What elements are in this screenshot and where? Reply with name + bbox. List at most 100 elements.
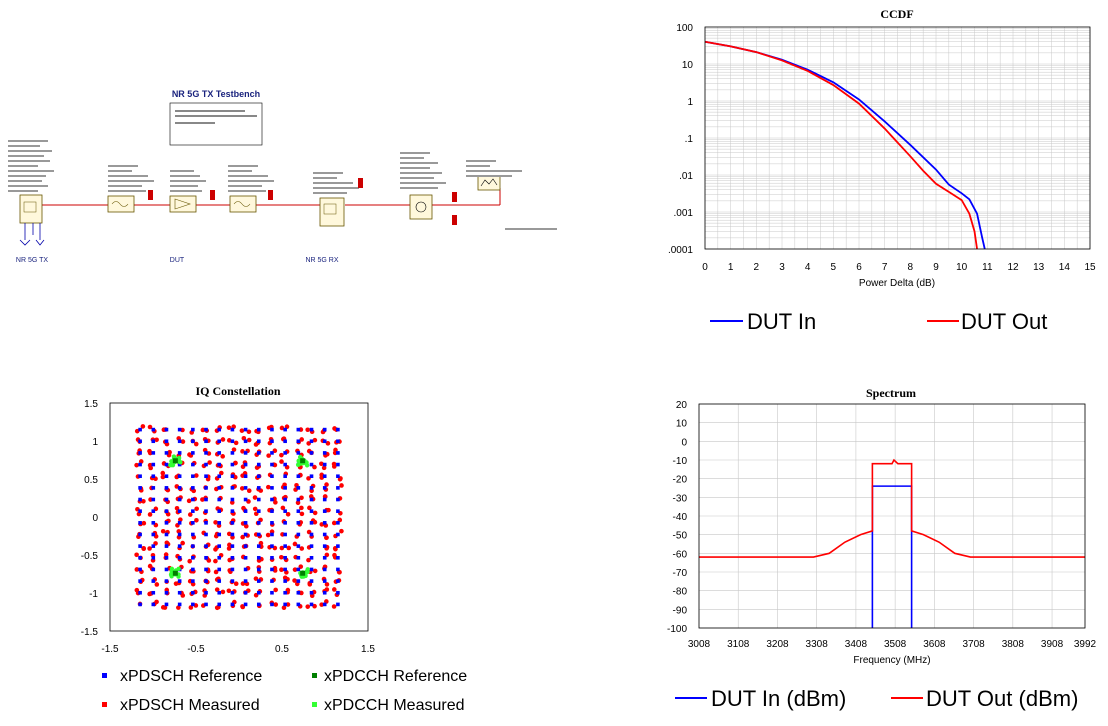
iq-reference-point	[164, 590, 169, 595]
filter-block-2[interactable]	[229, 195, 257, 213]
iq-reference-point	[322, 590, 327, 595]
iq-reference-point	[164, 509, 169, 513]
iq-measured-point	[309, 593, 315, 599]
iq-reference-point	[309, 462, 314, 467]
iq-plot-frame	[109, 402, 369, 632]
iq-reference-point	[309, 451, 314, 455]
iq-measured-point	[176, 605, 181, 610]
iq-measured-point	[226, 546, 232, 551]
ccdf-xtick: 15	[1084, 262, 1096, 273]
iq-reference-point	[138, 567, 142, 572]
spectrum-xlabel: Frequency (MHz)	[853, 655, 930, 666]
iq-measured-point	[194, 506, 199, 512]
iq-measured-point	[279, 545, 285, 551]
iq-reference-point	[204, 555, 208, 560]
iq-measured-point	[138, 459, 144, 464]
amplifier-block[interactable]	[169, 195, 197, 213]
iq-reference-point	[217, 555, 222, 560]
iq-reference-point	[243, 602, 248, 607]
iq-reference-point	[177, 497, 182, 502]
iq-measured-point	[299, 495, 304, 501]
ccdf-xtick: 14	[1059, 262, 1071, 273]
iq-ytick: 1	[92, 437, 98, 448]
iq-reference-point	[256, 474, 261, 479]
ccdf-ytick: .001	[674, 208, 694, 219]
ccdf-xtick: 3	[779, 262, 785, 273]
iq-reference-point	[177, 521, 182, 525]
ccdf-xtick: 0	[702, 262, 708, 273]
iq-measured-point	[187, 452, 192, 457]
iq-reference-point	[296, 509, 301, 513]
iq-measured-point	[337, 476, 343, 482]
iq-reference-point	[151, 602, 156, 607]
iq-reference-point	[151, 590, 156, 595]
iq-reference-point	[204, 579, 208, 583]
equation-box	[169, 102, 263, 146]
iq-reference-point	[217, 509, 222, 513]
iq-reference-point	[296, 590, 301, 595]
filter-block-1[interactable]	[107, 195, 135, 213]
nr-rx-block[interactable]	[319, 197, 345, 227]
iq-reference-point	[138, 590, 142, 595]
iq-measured-point	[186, 498, 192, 504]
iq-reference-point	[322, 567, 327, 572]
legend-marker-xpdcch-ref	[312, 673, 317, 678]
iq-measured-point	[282, 482, 287, 488]
iq-reference-point	[151, 567, 156, 572]
align-block[interactable]	[409, 194, 433, 220]
iq-reference-point	[283, 602, 287, 607]
iq-reference-point	[270, 474, 274, 479]
ccdf-xtick: 13	[1033, 262, 1045, 273]
iq-measured-point	[299, 590, 304, 596]
ccdf-xtick: 10	[956, 262, 968, 273]
iq-reference-point	[270, 486, 274, 490]
iq-measured-point	[239, 486, 245, 491]
iq-reference-point	[256, 579, 261, 583]
spectrum-ytick: -50	[673, 531, 688, 542]
iq-measured-point	[233, 440, 239, 446]
iq-chart: IQ Constellation -1.5 -0.5 0.5 1.5 1.5 1 0.5 0…	[81, 384, 467, 714]
iq-reference-point	[217, 427, 222, 432]
iq-reference-point	[217, 451, 222, 455]
iq-reference-point	[230, 427, 235, 432]
iq-measured-point	[312, 437, 318, 443]
iq-reference-point	[256, 602, 261, 607]
iq-reference-point	[164, 544, 169, 548]
ccdf-xtick: 4	[805, 262, 811, 273]
iq-measured-point	[266, 484, 271, 490]
legend-marker-xpdsch-ref	[102, 673, 107, 678]
iq-reference-point	[283, 509, 287, 513]
legend-xpdsch-ref: xPDSCH Reference	[120, 668, 262, 685]
iq-reference-point	[177, 532, 182, 537]
iq-reference-point	[177, 427, 182, 432]
iq-measured-point	[258, 517, 263, 523]
iq-measured-point	[243, 523, 249, 529]
iq-reference-point	[283, 532, 287, 537]
iq-reference-point	[177, 544, 182, 548]
iq-reference-point	[336, 532, 340, 537]
iq-reference-point	[270, 532, 274, 537]
iq-reference-point	[204, 427, 208, 432]
iq-measured-point	[265, 532, 271, 538]
iq-measured-point	[213, 547, 218, 552]
iq-reference-point	[164, 602, 169, 607]
iq-reference-point	[256, 486, 261, 490]
iq-measured-point	[312, 603, 317, 609]
iq-reference-point	[204, 439, 208, 444]
iq-reference-point	[164, 567, 169, 572]
iq-reference-point	[138, 462, 142, 467]
iq-reference-point	[243, 462, 248, 467]
spectrum-series-dut-out	[699, 458, 1085, 558]
iq-reference-point	[309, 427, 314, 432]
iq-reference-point	[309, 532, 314, 537]
iq-reference-point	[191, 555, 195, 560]
iq-reference-point	[283, 486, 287, 490]
iq-reference-point	[309, 555, 314, 560]
nr-tx-source-block[interactable]	[19, 194, 43, 224]
iq-reference-point	[177, 602, 182, 607]
iq-measured-point	[292, 578, 297, 583]
iq-reference-point	[270, 497, 274, 502]
vsa-block[interactable]	[477, 175, 501, 191]
iq-measured-point	[194, 517, 199, 523]
iq-pdcch-reference-point	[300, 458, 306, 464]
